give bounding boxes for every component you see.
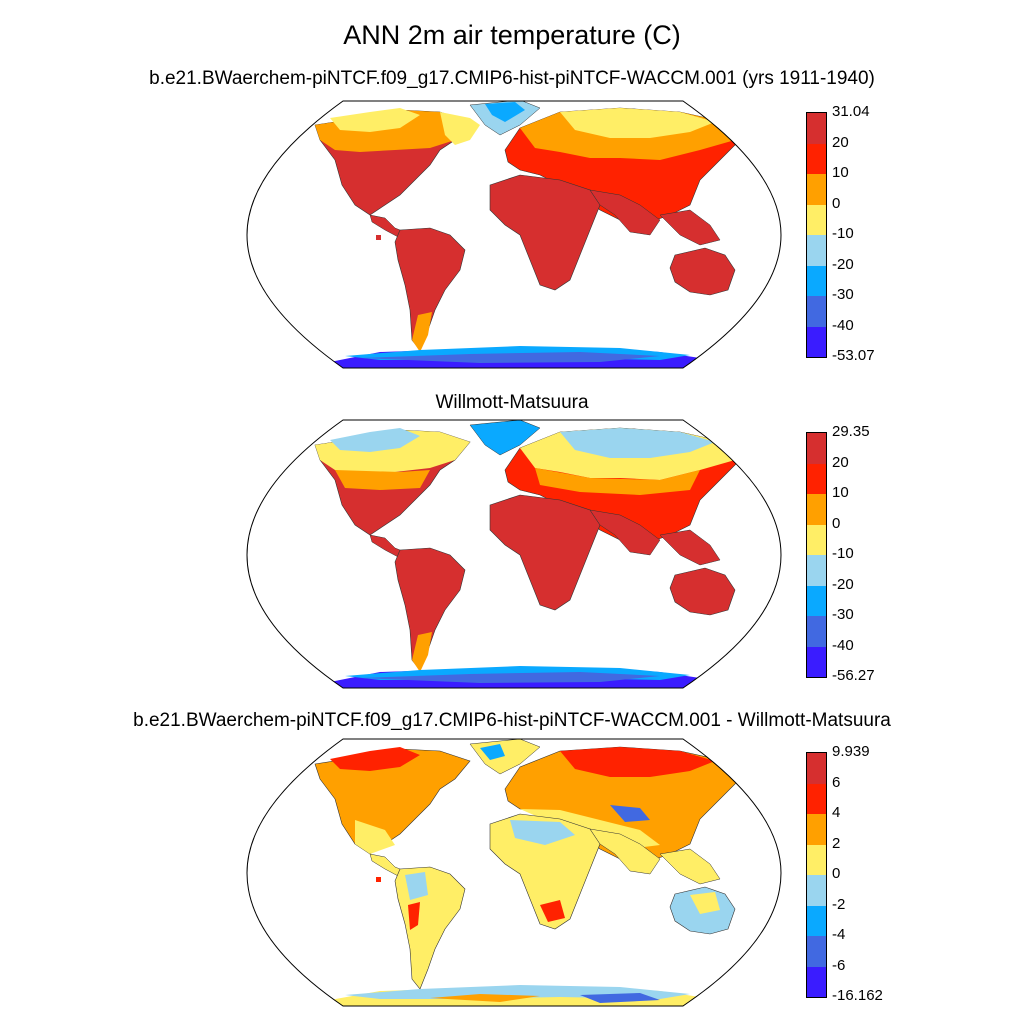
panel2-map <box>314 420 741 688</box>
colorbar-label: 20 <box>832 133 849 151</box>
panel3-map <box>314 739 741 1006</box>
panel2-subtitle: Willmott-Matsuura <box>435 392 589 413</box>
colorbar-swatch <box>807 174 826 205</box>
colorbar-label: 31.04 <box>832 103 870 120</box>
panel2-frame <box>246 419 782 689</box>
panel1-colorbar <box>806 112 827 358</box>
colorbar-swatch <box>807 875 826 906</box>
panel1-frame <box>246 100 782 369</box>
colorbar-swatch <box>807 113 826 144</box>
colorbar-label: -4 <box>832 926 846 943</box>
colorbar-swatch <box>807 265 826 296</box>
panel2-australia <box>669 567 736 616</box>
panel2-colorbar <box>806 432 827 678</box>
colorbar-label: -53.07 <box>832 347 875 364</box>
colorbar-swatch <box>807 524 826 555</box>
colorbar-label: 9.939 <box>832 743 870 760</box>
colorbar-label: 0 <box>832 194 841 212</box>
colorbar-label: 4 <box>832 804 841 821</box>
colorbar-swatch <box>807 143 826 174</box>
colorbar-label: -16.162 <box>832 987 883 1004</box>
colorbar-swatch <box>807 463 826 494</box>
colorbar-label: 0 <box>832 514 841 532</box>
colorbar-swatch <box>807 235 826 266</box>
colorbar-swatch <box>807 814 826 845</box>
panel3-south-america <box>394 866 466 990</box>
colorbar-swatch <box>807 204 826 235</box>
colorbar-label: -30 <box>832 606 854 623</box>
colorbar-label: -10 <box>832 545 854 562</box>
colorbar-label: -30 <box>832 286 854 303</box>
colorbar-label: -6 <box>832 956 846 974</box>
panel2-greenland <box>469 420 541 456</box>
panel1-map <box>314 101 741 368</box>
colorbar-label: 29.35 <box>832 423 870 440</box>
colorbar-label: 0 <box>832 865 841 882</box>
colorbar-swatch <box>807 936 826 967</box>
colorbar-label: 20 <box>832 453 849 471</box>
colorbar-swatch <box>807 844 826 875</box>
colorbar-label: -20 <box>832 255 854 273</box>
panel1-australia <box>669 247 736 296</box>
colorbar-swatch <box>807 905 826 936</box>
panel2-africa <box>489 494 601 611</box>
colorbar-swatch <box>807 326 826 357</box>
colorbar-label: -40 <box>832 636 854 654</box>
colorbar-label: -56.27 <box>832 667 875 684</box>
colorbar-swatch <box>807 646 826 677</box>
colorbar-swatch <box>807 296 826 327</box>
colorbar-swatch <box>807 616 826 647</box>
panel2-south-america <box>394 547 466 671</box>
colorbar-swatch <box>807 966 826 997</box>
panel1-subtitle: b.e21.BWaerchem-piNTCF.f09_g17.CMIP6-his… <box>149 68 875 89</box>
panel3-frame <box>246 738 782 1007</box>
colorbar-label: -2 <box>832 895 846 913</box>
panel3-subtitle: b.e21.BWaerchem-piNTCF.f09_g17.CMIP6-his… <box>133 710 891 731</box>
panel1-south-america <box>394 227 466 351</box>
colorbar-swatch <box>807 753 826 784</box>
panel3-africa <box>489 813 601 930</box>
colorbar-label: -40 <box>832 316 854 334</box>
colorbar-label: -20 <box>832 575 854 593</box>
colorbar-swatch <box>807 783 826 814</box>
figure-title: ANN 2m air temperature (C) <box>343 20 681 50</box>
colorbar-label: 2 <box>832 834 841 852</box>
colorbar-label: 10 <box>832 484 849 501</box>
panel1-africa <box>489 174 601 291</box>
panel3-colorbar <box>806 752 827 998</box>
colorbar-label: -10 <box>832 225 854 242</box>
colorbar-swatch <box>807 494 826 525</box>
colorbar-swatch <box>807 585 826 616</box>
colorbar-swatch <box>807 433 826 464</box>
colorbar-swatch <box>807 555 826 586</box>
colorbar-label: 6 <box>832 773 841 791</box>
colorbar-label: 10 <box>832 164 849 181</box>
panel3-north-america <box>314 748 471 855</box>
